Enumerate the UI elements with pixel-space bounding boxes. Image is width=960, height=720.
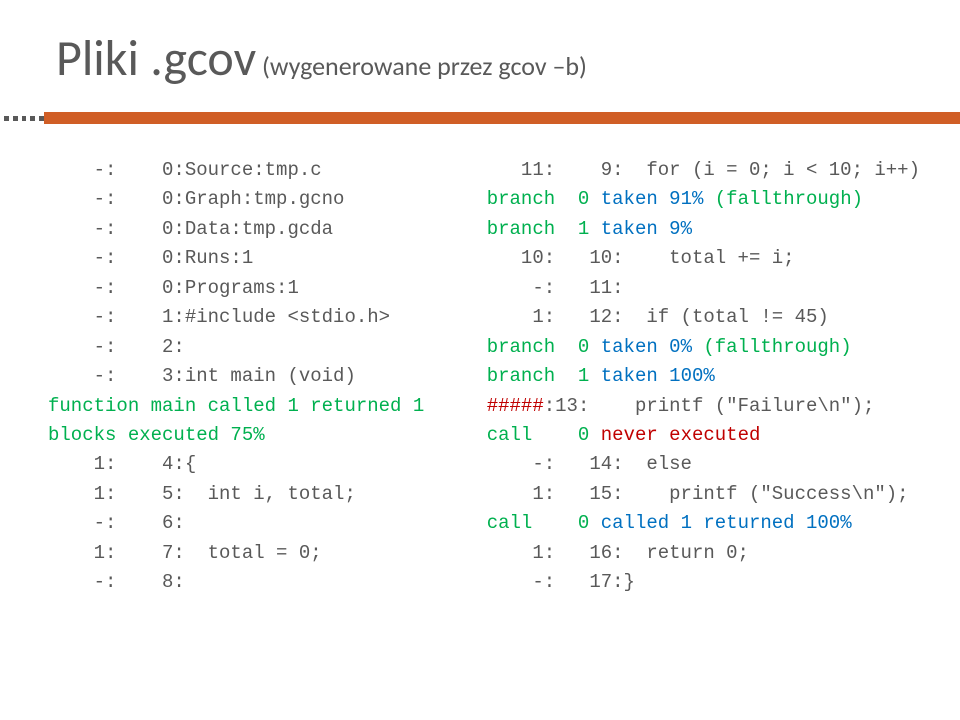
code-line: -: 17:} (487, 571, 635, 593)
branch-taken: taken 9% (601, 218, 692, 240)
never-executed: never executed (601, 424, 761, 446)
code-line: -: 8: (48, 571, 185, 593)
branch-fallthrough: (fallthrough) (703, 188, 863, 210)
decorative-dots (0, 112, 44, 124)
branch-taken: taken 91% (601, 188, 704, 210)
code-line: 1: 7: total = 0; (48, 542, 322, 564)
code-line-func: function main called 1 returned 1 (48, 395, 424, 417)
code-line: -: 0:Graph:tmp.gcno (48, 188, 344, 210)
code-line: -: 0:Data:tmp.gcda (48, 218, 333, 240)
code-line: -: 11: (487, 277, 624, 299)
code-line: 1: 16: return 0; (487, 542, 749, 564)
right-code-column: 11: 9: for (i = 0; i < 10; i++) branch 0… (487, 156, 920, 598)
branch-fallthrough: (fallthrough) (692, 336, 852, 358)
branch-label: branch 0 (487, 188, 601, 210)
code-line: 1: 4:{ (48, 453, 196, 475)
code-line: -: 2: (48, 336, 185, 358)
dot-icon (4, 116, 9, 121)
code-line: :13: printf ("Failure\n"); (544, 395, 875, 417)
branch-taken: taken 0% (601, 336, 692, 358)
code-line: -: 6: (48, 512, 185, 534)
branch-taken: taken 100% (601, 365, 715, 387)
accent-bar (44, 112, 960, 124)
branch-label: branch 1 (487, 365, 601, 387)
title-subtitle: (wygenerowane przez gcov –b) (256, 50, 587, 82)
dot-icon (22, 116, 27, 121)
branch-label: branch 1 (487, 218, 601, 240)
code-line: 1: 15: printf ("Success\n"); (487, 483, 909, 505)
dot-icon (13, 116, 18, 121)
branch-label: branch 0 (487, 336, 601, 358)
code-line: 1: 5: int i, total; (48, 483, 356, 505)
call-returned: called 1 returned 100% (601, 512, 852, 534)
code-columns: -: 0:Source:tmp.c -: 0:Graph:tmp.gcno -:… (48, 156, 920, 598)
call-label: call 0 (487, 424, 601, 446)
code-line-func: blocks executed 75% (48, 424, 265, 446)
code-line: -: 0:Source:tmp.c (48, 159, 322, 181)
code-line: -: 14: else (487, 453, 692, 475)
code-line: 10: 10: total += i; (487, 247, 795, 269)
code-line: -: 0:Programs:1 (48, 277, 299, 299)
code-line: -: 3:int main (void) (48, 365, 356, 387)
title-main: Pliki .gcov (56, 28, 256, 89)
slide-title: Pliki .gcov (wygenerowane przez gcov –b) (56, 28, 587, 89)
code-line: 11: 9: for (i = 0; i < 10; i++) (487, 159, 920, 181)
dot-icon (30, 116, 35, 121)
not-executed-marker: ##### (487, 395, 544, 417)
left-code-column: -: 0:Source:tmp.c -: 0:Graph:tmp.gcno -:… (48, 156, 463, 598)
code-line: 1: 12: if (total != 45) (487, 306, 829, 328)
code-line: -: 1:#include <stdio.h> (48, 306, 390, 328)
code-line: -: 0:Runs:1 (48, 247, 253, 269)
call-label: call 0 (487, 512, 601, 534)
